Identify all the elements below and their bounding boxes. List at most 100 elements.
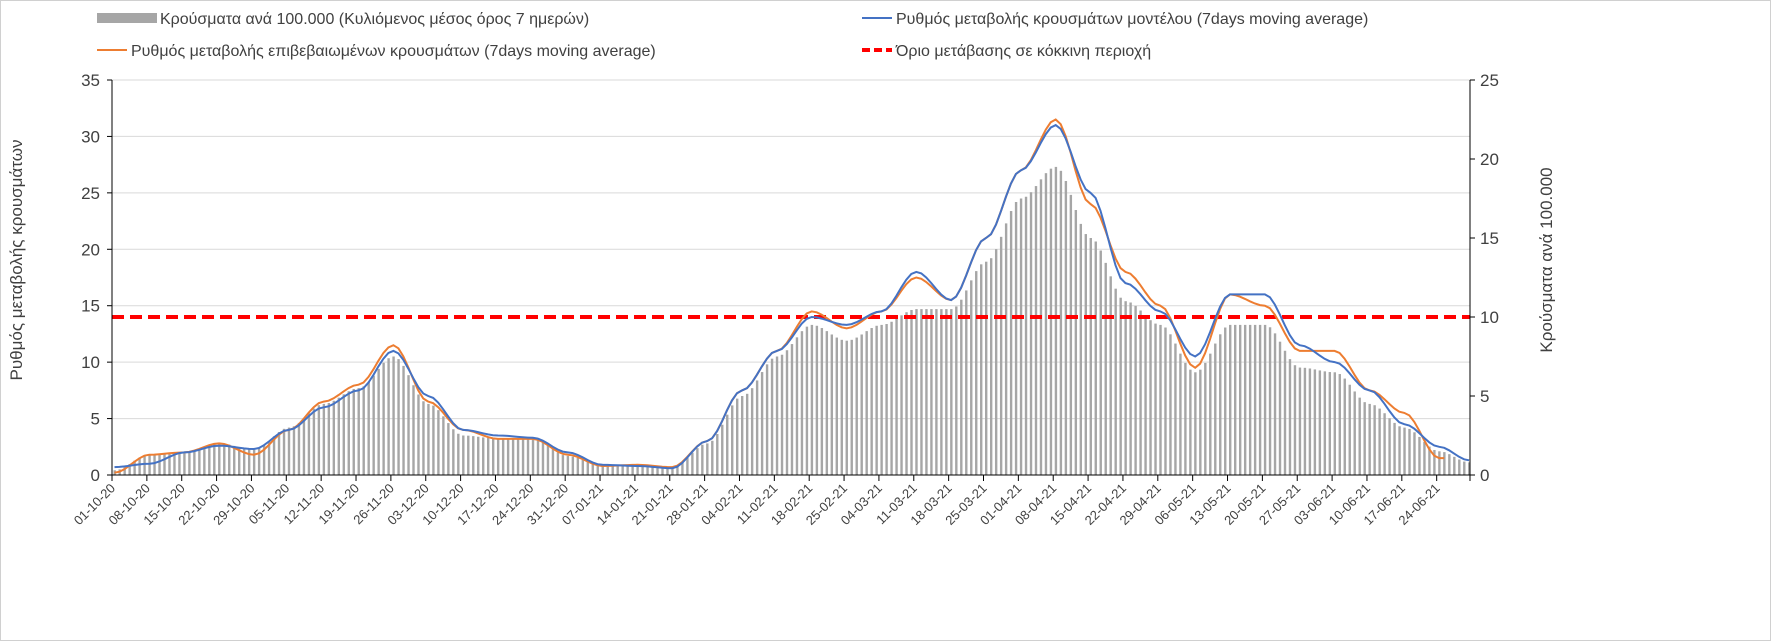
y-axis-right-title: Κρούσματα ανά 100.000 — [1537, 167, 1556, 352]
bar — [1219, 334, 1222, 475]
bar — [467, 435, 470, 475]
bar — [711, 440, 714, 475]
bar — [302, 418, 306, 475]
bar — [850, 339, 853, 475]
bar — [158, 454, 161, 475]
bar — [661, 466, 664, 475]
y-left-tick-label: 5 — [91, 410, 100, 429]
bar — [1124, 301, 1127, 475]
bar — [636, 465, 639, 475]
gridlines — [112, 79, 1470, 420]
bar — [312, 408, 316, 475]
bar — [895, 318, 898, 475]
bar — [317, 405, 321, 475]
bar — [965, 290, 968, 475]
bar — [272, 436, 276, 475]
bar — [1009, 211, 1013, 475]
bar — [701, 444, 704, 475]
bar — [1134, 305, 1137, 475]
bar — [815, 325, 819, 475]
model-line — [114, 123, 1470, 470]
bar — [1323, 371, 1327, 475]
bar — [1318, 370, 1322, 475]
bar — [740, 396, 744, 475]
bar — [596, 464, 599, 475]
bar — [865, 331, 868, 475]
bar — [925, 309, 928, 475]
bar — [442, 416, 445, 475]
bar — [785, 350, 789, 475]
bar — [407, 375, 410, 475]
bar — [651, 466, 654, 475]
bar — [1164, 327, 1167, 475]
bar — [1348, 384, 1351, 475]
bar — [203, 447, 206, 475]
bar — [1253, 324, 1257, 475]
bar — [496, 438, 500, 475]
bar — [173, 453, 176, 475]
bar — [1099, 250, 1102, 475]
bar — [1343, 378, 1346, 475]
bar — [970, 280, 973, 475]
bar — [750, 388, 754, 475]
bar — [581, 459, 585, 475]
bar — [765, 364, 769, 475]
bar — [412, 385, 415, 475]
bar — [905, 312, 908, 475]
bar — [347, 391, 350, 475]
bar — [397, 359, 400, 475]
bar — [1298, 367, 1302, 475]
bar — [940, 309, 943, 475]
bar — [556, 452, 560, 475]
bar — [1403, 427, 1406, 475]
bar — [1278, 341, 1282, 475]
bar — [402, 365, 405, 475]
y-left-tick-label: 15 — [81, 297, 100, 316]
bar — [1014, 202, 1018, 476]
bar — [1169, 334, 1172, 475]
bar — [646, 465, 649, 475]
bar — [606, 465, 609, 475]
bar — [123, 467, 126, 475]
bar — [377, 368, 380, 475]
bar — [835, 337, 838, 475]
bar — [945, 309, 948, 475]
bar — [855, 337, 858, 475]
bar — [1468, 462, 1471, 475]
bar — [1029, 192, 1033, 475]
bar — [616, 465, 619, 475]
bar — [885, 324, 888, 475]
bar — [1373, 405, 1376, 475]
bar — [1234, 324, 1237, 475]
bar — [1458, 459, 1461, 475]
bar — [242, 448, 246, 475]
bar — [621, 465, 624, 475]
legend-bars-label: Κρούσματα ανά 100.000 (Κυλιόμενος μέσος … — [160, 11, 589, 28]
bar — [252, 449, 256, 475]
bar — [352, 388, 355, 475]
y-left-tick-label: 30 — [81, 127, 100, 146]
bar — [626, 465, 629, 475]
bar — [825, 331, 829, 475]
bar — [1084, 234, 1087, 475]
bar — [601, 465, 604, 475]
bar — [133, 460, 136, 475]
line-series — [112, 118, 1470, 474]
bar — [920, 309, 923, 475]
bar — [297, 422, 301, 475]
bar — [1428, 446, 1431, 475]
bar — [561, 455, 565, 475]
bar — [1398, 426, 1401, 475]
y-right-tick-label: 25 — [1480, 71, 1499, 90]
bar — [1333, 372, 1336, 475]
bar — [1443, 452, 1446, 475]
bar — [731, 405, 734, 475]
bar — [322, 403, 326, 475]
bar — [417, 394, 420, 475]
bar — [1154, 323, 1157, 475]
y-left-tick-label: 10 — [81, 353, 100, 372]
bar — [1089, 238, 1092, 475]
bar — [1214, 343, 1217, 475]
bar — [830, 334, 834, 475]
